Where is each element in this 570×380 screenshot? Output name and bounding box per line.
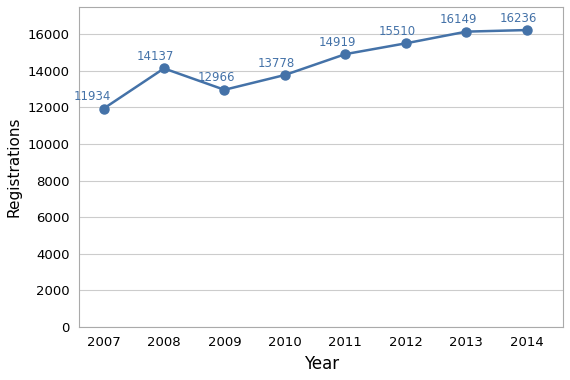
Text: 11934: 11934 [74,90,111,103]
Text: 16236: 16236 [500,12,537,25]
Y-axis label: Registrations: Registrations [7,117,22,217]
X-axis label: Year: Year [304,355,339,373]
Text: 13778: 13778 [258,57,295,70]
Text: 16149: 16149 [439,13,477,26]
Text: 14919: 14919 [318,36,356,49]
Text: 14137: 14137 [137,50,174,63]
Text: 12966: 12966 [197,71,235,84]
Text: 15510: 15510 [379,25,416,38]
